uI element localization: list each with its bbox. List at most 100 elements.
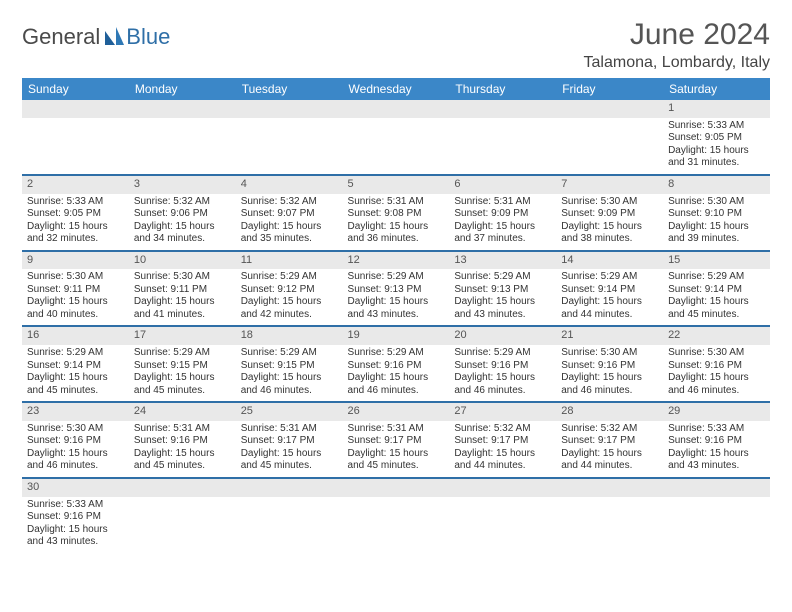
sunrise-line: Sunrise: 5:31 AM <box>348 423 445 436</box>
sunrise-line: Sunrise: 5:31 AM <box>241 423 338 436</box>
calendar-day: 28Sunrise: 5:32 AMSunset: 9:17 PMDayligh… <box>556 402 663 478</box>
day-details: Sunrise: 5:29 AMSunset: 9:14 PMDaylight:… <box>556 269 663 325</box>
daylight-line: Daylight: 15 hours and 44 minutes. <box>454 448 551 473</box>
month-title: June 2024 <box>584 18 770 52</box>
day-details: Sunrise: 5:32 AMSunset: 9:07 PMDaylight:… <box>236 194 343 250</box>
title-block: June 2024 Talamona, Lombardy, Italy <box>584 18 770 72</box>
weekday-header: Thursday <box>449 78 556 100</box>
calendar-day: 7Sunrise: 5:30 AMSunset: 9:09 PMDaylight… <box>556 174 663 250</box>
calendar-day: 26Sunrise: 5:31 AMSunset: 9:17 PMDayligh… <box>343 402 450 478</box>
day-number: 26 <box>343 402 450 421</box>
sunset-line: Sunset: 9:11 PM <box>27 284 124 297</box>
daylight-line: Daylight: 15 hours and 45 minutes. <box>134 448 231 473</box>
sunrise-line: Sunrise: 5:31 AM <box>454 196 551 209</box>
calendar-day: 18Sunrise: 5:29 AMSunset: 9:15 PMDayligh… <box>236 326 343 402</box>
sunrise-line: Sunrise: 5:30 AM <box>27 271 124 284</box>
calendar-day: 17Sunrise: 5:29 AMSunset: 9:15 PMDayligh… <box>129 326 236 402</box>
calendar-day: 6Sunrise: 5:31 AMSunset: 9:09 PMDaylight… <box>449 174 556 250</box>
calendar-day: 3Sunrise: 5:32 AMSunset: 9:06 PMDaylight… <box>129 174 236 250</box>
sunset-line: Sunset: 9:16 PM <box>348 360 445 373</box>
sunset-line: Sunset: 9:11 PM <box>134 284 231 297</box>
daylight-line: Daylight: 15 hours and 46 minutes. <box>668 372 765 397</box>
daylight-line: Daylight: 15 hours and 44 minutes. <box>561 448 658 473</box>
day-number: 9 <box>22 251 129 270</box>
sunrise-line: Sunrise: 5:29 AM <box>454 347 551 360</box>
day-details: Sunrise: 5:29 AMSunset: 9:14 PMDaylight:… <box>663 269 770 325</box>
daylight-line: Daylight: 15 hours and 46 minutes. <box>454 372 551 397</box>
calendar-day: 11Sunrise: 5:29 AMSunset: 9:12 PMDayligh… <box>236 250 343 326</box>
calendar-day: 25Sunrise: 5:31 AMSunset: 9:17 PMDayligh… <box>236 402 343 478</box>
day-number: 7 <box>556 175 663 194</box>
daylight-line: Daylight: 15 hours and 34 minutes. <box>134 221 231 246</box>
sunrise-line: Sunrise: 5:32 AM <box>241 196 338 209</box>
sunset-line: Sunset: 9:12 PM <box>241 284 338 297</box>
calendar-week: 30Sunrise: 5:33 AMSunset: 9:16 PMDayligh… <box>22 477 770 552</box>
daylight-line: Daylight: 15 hours and 45 minutes. <box>241 448 338 473</box>
sunrise-line: Sunrise: 5:29 AM <box>454 271 551 284</box>
daylight-line: Daylight: 15 hours and 46 minutes. <box>561 372 658 397</box>
sunset-line: Sunset: 9:17 PM <box>561 435 658 448</box>
day-details: Sunrise: 5:32 AMSunset: 9:17 PMDaylight:… <box>556 421 663 477</box>
sunset-line: Sunset: 9:17 PM <box>241 435 338 448</box>
day-details: Sunrise: 5:30 AMSunset: 9:16 PMDaylight:… <box>556 345 663 401</box>
calendar-day-empty <box>129 100 236 174</box>
sunset-line: Sunset: 9:15 PM <box>241 360 338 373</box>
day-number: 2 <box>22 175 129 194</box>
sunrise-line: Sunrise: 5:30 AM <box>134 271 231 284</box>
sunset-line: Sunset: 9:16 PM <box>668 435 765 448</box>
weekday-header: Sunday <box>22 78 129 100</box>
calendar-day: 13Sunrise: 5:29 AMSunset: 9:13 PMDayligh… <box>449 250 556 326</box>
day-number: 17 <box>129 326 236 345</box>
weekday-header: Tuesday <box>236 78 343 100</box>
calendar-day: 24Sunrise: 5:31 AMSunset: 9:16 PMDayligh… <box>129 402 236 478</box>
calendar-day-empty <box>556 100 663 174</box>
day-details: Sunrise: 5:33 AMSunset: 9:16 PMDaylight:… <box>22 497 129 553</box>
sunrise-line: Sunrise: 5:33 AM <box>668 423 765 436</box>
day-number: 5 <box>343 175 450 194</box>
location: Talamona, Lombardy, Italy <box>584 54 770 72</box>
day-number: 12 <box>343 251 450 270</box>
daylight-line: Daylight: 15 hours and 40 minutes. <box>27 296 124 321</box>
sunset-line: Sunset: 9:13 PM <box>348 284 445 297</box>
day-number: 3 <box>129 175 236 194</box>
day-details: Sunrise: 5:29 AMSunset: 9:13 PMDaylight:… <box>343 269 450 325</box>
sunset-line: Sunset: 9:16 PM <box>134 435 231 448</box>
calendar-day: 30Sunrise: 5:33 AMSunset: 9:16 PMDayligh… <box>22 477 129 552</box>
sunset-line: Sunset: 9:14 PM <box>561 284 658 297</box>
day-details: Sunrise: 5:29 AMSunset: 9:13 PMDaylight:… <box>449 269 556 325</box>
day-details: Sunrise: 5:30 AMSunset: 9:10 PMDaylight:… <box>663 194 770 250</box>
day-details: Sunrise: 5:30 AMSunset: 9:11 PMDaylight:… <box>22 269 129 325</box>
calendar-week: 16Sunrise: 5:29 AMSunset: 9:14 PMDayligh… <box>22 326 770 402</box>
sunset-line: Sunset: 9:14 PM <box>668 284 765 297</box>
sunset-line: Sunset: 9:15 PM <box>134 360 231 373</box>
sunrise-line: Sunrise: 5:29 AM <box>348 271 445 284</box>
calendar-day-empty <box>22 100 129 174</box>
sunset-line: Sunset: 9:10 PM <box>668 208 765 221</box>
sunset-line: Sunset: 9:14 PM <box>27 360 124 373</box>
daylight-line: Daylight: 15 hours and 46 minutes. <box>27 448 124 473</box>
weekday-header: Wednesday <box>343 78 450 100</box>
sunset-line: Sunset: 9:16 PM <box>668 360 765 373</box>
calendar-day-empty <box>449 100 556 174</box>
day-details: Sunrise: 5:31 AMSunset: 9:16 PMDaylight:… <box>129 421 236 477</box>
daylight-line: Daylight: 15 hours and 45 minutes. <box>134 372 231 397</box>
daylight-line: Daylight: 15 hours and 37 minutes. <box>454 221 551 246</box>
daylight-line: Daylight: 15 hours and 39 minutes. <box>668 221 765 246</box>
day-number: 27 <box>449 402 556 421</box>
calendar-day-empty <box>449 477 556 552</box>
weekday-header: Monday <box>129 78 236 100</box>
day-details: Sunrise: 5:31 AMSunset: 9:09 PMDaylight:… <box>449 194 556 250</box>
day-details: Sunrise: 5:29 AMSunset: 9:14 PMDaylight:… <box>22 345 129 401</box>
sunrise-line: Sunrise: 5:30 AM <box>27 423 124 436</box>
logo-text-blue: Blue <box>126 24 170 50</box>
sunrise-line: Sunrise: 5:29 AM <box>668 271 765 284</box>
day-number: 20 <box>449 326 556 345</box>
sunset-line: Sunset: 9:17 PM <box>348 435 445 448</box>
day-details: Sunrise: 5:30 AMSunset: 9:09 PMDaylight:… <box>556 194 663 250</box>
daylight-line: Daylight: 15 hours and 38 minutes. <box>561 221 658 246</box>
day-details: Sunrise: 5:31 AMSunset: 9:17 PMDaylight:… <box>236 421 343 477</box>
day-number: 4 <box>236 175 343 194</box>
calendar-week: 23Sunrise: 5:30 AMSunset: 9:16 PMDayligh… <box>22 402 770 478</box>
calendar-day: 19Sunrise: 5:29 AMSunset: 9:16 PMDayligh… <box>343 326 450 402</box>
calendar-day-empty <box>236 477 343 552</box>
